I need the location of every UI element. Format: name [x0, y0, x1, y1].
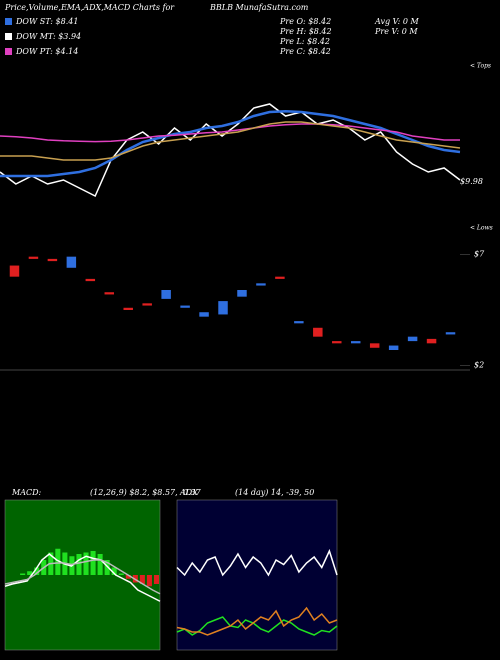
last-price: $9.98 [460, 177, 483, 186]
macd-title: MACD: [11, 488, 42, 497]
series-line [4, 559, 161, 595]
series-line [0, 123, 460, 143]
candle-body [85, 278, 96, 282]
histogram-bar [153, 575, 159, 584]
series-line [0, 103, 461, 198]
candle-body [104, 292, 115, 295]
histogram-bar [125, 575, 131, 579]
legend-item: DOW ST: $8.41 [15, 17, 78, 26]
header-site: BBLB MunafaSutra.com [209, 3, 309, 12]
histogram-bar [76, 554, 82, 575]
candle-body [275, 276, 285, 279]
header-title: Price,Volume,EMA,ADX,MACD Charts for [4, 3, 175, 12]
histogram-bar [27, 571, 33, 575]
candle-body [388, 345, 399, 350]
histogram-bar [83, 552, 89, 575]
legend-item: DOW MT: $3.94 [15, 32, 81, 41]
candle-body [294, 321, 304, 324]
candle-body [313, 327, 323, 337]
info: Pre O: $8.42 [279, 17, 331, 26]
histogram-bar [139, 575, 145, 584]
candle-body [142, 303, 152, 306]
histogram-bar [34, 567, 40, 575]
info: Pre L: $8.42 [279, 37, 330, 46]
adx-title: ADX [179, 488, 198, 497]
candle-body [66, 256, 77, 268]
candle-body [28, 256, 39, 259]
series-line [176, 616, 338, 636]
candle-body [218, 301, 228, 315]
macd-params: (12,26,9) $8.2, $8.57, -0.37 [90, 488, 202, 497]
legend-item: DOW PT: $4.14 [15, 47, 78, 56]
histogram-bar [97, 554, 103, 575]
series-line [0, 109, 461, 178]
series-line [0, 121, 461, 161]
legend-swatch [5, 33, 12, 40]
histogram-bar [20, 573, 26, 575]
histogram-bar [104, 560, 110, 575]
info: Pre H: $8.42 [279, 27, 332, 36]
candle-body [9, 265, 20, 277]
legend-swatch [5, 18, 12, 25]
histogram-bar [55, 548, 61, 575]
info: Avg V: 0 M [374, 17, 419, 26]
series-line [4, 553, 161, 602]
candle-body [350, 341, 361, 344]
panel-bg [176, 499, 338, 651]
series-line [176, 606, 338, 636]
candle-body [407, 336, 418, 342]
tops-note: < Tops [470, 63, 491, 70]
candle-body [180, 305, 190, 308]
series-line [176, 548, 338, 577]
candle-body [47, 258, 58, 262]
y-tick-label: $7 [474, 249, 485, 258]
histogram-bar [118, 573, 124, 575]
candle-body [256, 283, 266, 286]
histogram-bar [90, 551, 96, 575]
histogram-bar [111, 567, 117, 575]
candle-body [369, 343, 380, 348]
adx-params: (14 day) 14, -39, 50 [235, 488, 314, 497]
info: Pre C: $8.42 [279, 47, 331, 56]
histogram-bar [146, 575, 152, 587]
info: Pre V: 0 M [374, 27, 418, 36]
candle-body [199, 312, 209, 317]
candle-body [161, 290, 171, 299]
candle-body [445, 332, 456, 335]
candle-body [332, 341, 342, 344]
candle-body [123, 307, 133, 310]
candle-body [426, 338, 437, 344]
lows-note: < Lows [470, 225, 493, 232]
candle-body [237, 290, 247, 297]
legend-swatch [5, 48, 12, 55]
y-tick-label: $2 [474, 361, 484, 370]
